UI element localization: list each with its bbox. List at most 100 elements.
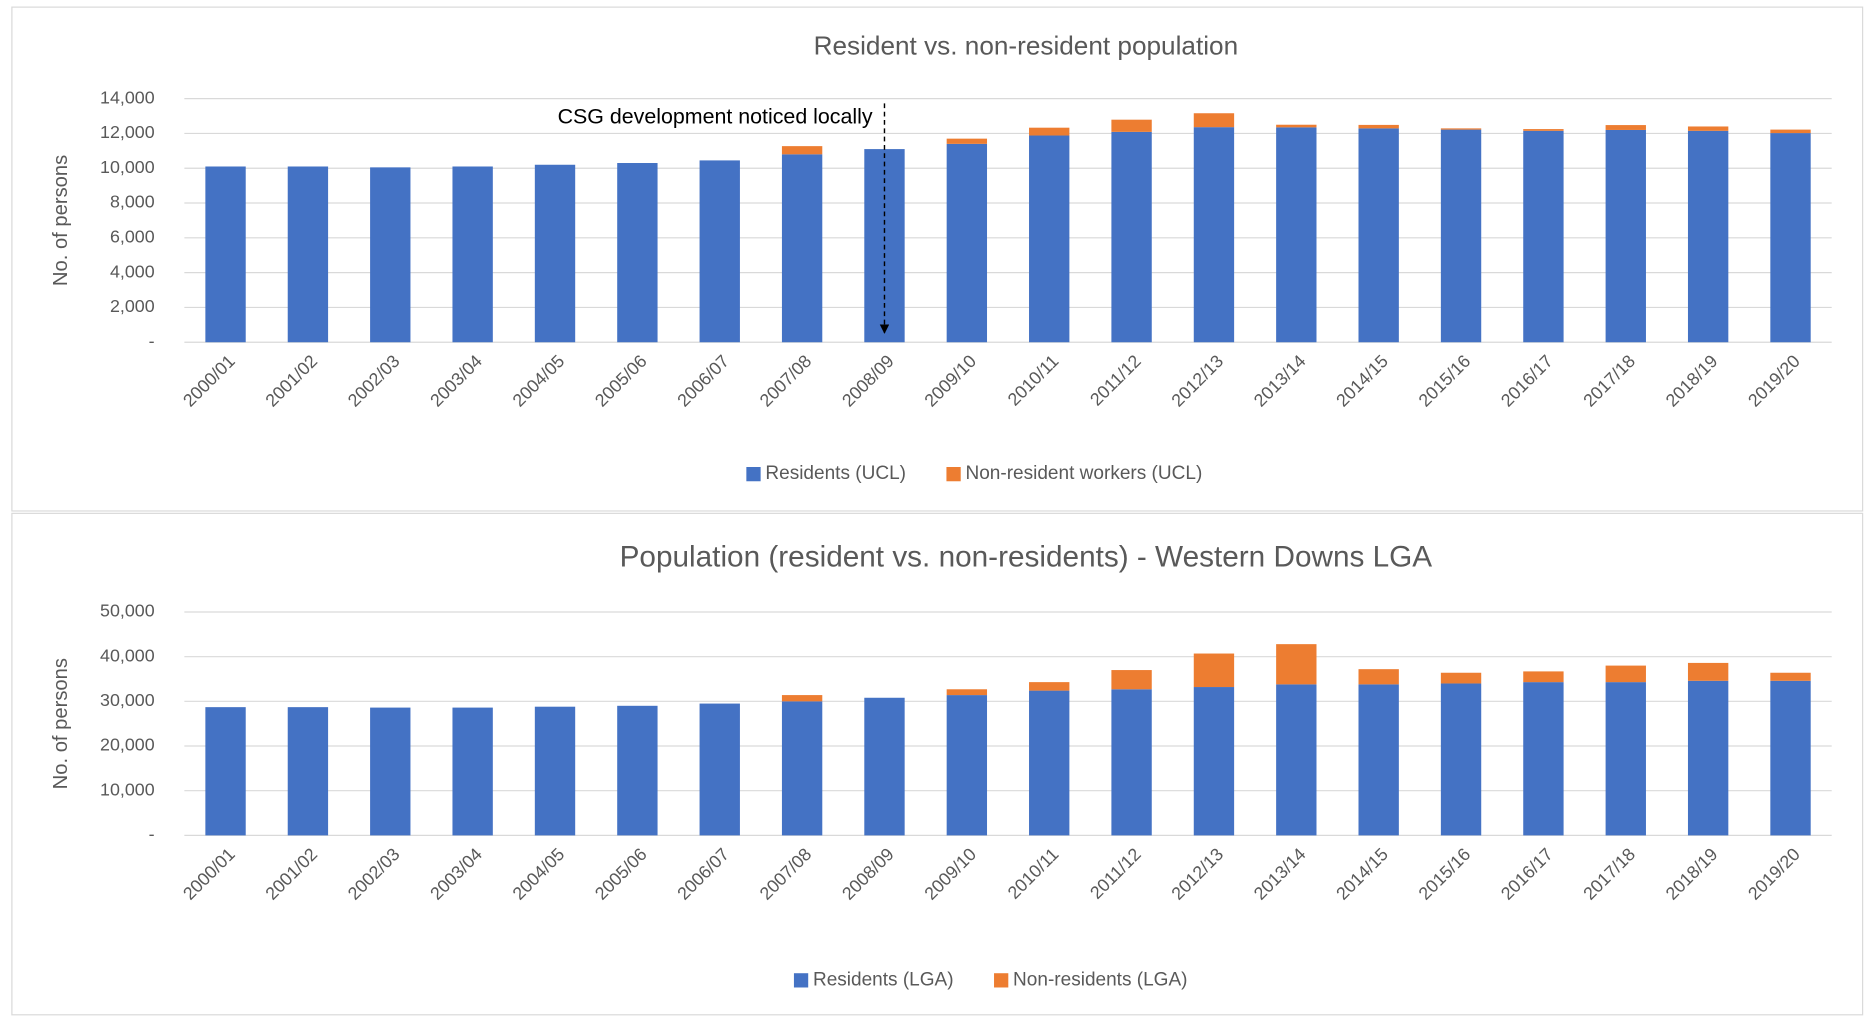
bar-segment	[781, 695, 823, 702]
bar-segment	[452, 166, 493, 343]
legend-label: Non-residents (LGA)	[1013, 969, 1187, 990]
x-tick-label: 2007/08	[756, 844, 816, 904]
y-axis-label: No. of persons	[50, 658, 72, 789]
x-tick-label: 2019/20	[1744, 351, 1804, 411]
x-tick-label: 2010/11	[1004, 844, 1063, 903]
x-tick-label: 2004/05	[509, 844, 569, 904]
bar-segment	[1111, 119, 1152, 132]
bar-segment	[1029, 127, 1070, 136]
bar-segment	[699, 703, 740, 836]
bar-segment	[452, 707, 493, 836]
x-tick-label: 2002/03	[344, 351, 404, 411]
chart-title: Resident vs. non-resident population	[814, 30, 1239, 60]
x-tick-label: 2007/08	[756, 351, 816, 411]
x-tick-label: 2004/05	[509, 351, 569, 411]
x-tick-label: 2018/19	[1662, 351, 1722, 411]
bar-segment	[1111, 670, 1152, 690]
x-tick-label: 2014/15	[1332, 844, 1392, 904]
y-tick-label: 12,000	[100, 122, 155, 142]
bar-segment	[617, 163, 658, 343]
bar-segment	[1193, 127, 1235, 343]
x-tick-label: 2013/14	[1250, 351, 1310, 411]
bar-segment	[1770, 133, 1811, 343]
x-tick-label: 2002/03	[344, 844, 404, 904]
bar-segment	[1276, 127, 1317, 343]
x-tick-label: 2009/10	[920, 351, 980, 411]
x-tick-label: 2010/11	[1004, 351, 1063, 410]
bar-segment	[946, 143, 988, 343]
bar-segment	[1440, 129, 1482, 343]
y-tick-label: 40,000	[100, 645, 155, 665]
bar-segment	[1605, 125, 1646, 130]
x-tick-label: 2001/02	[261, 351, 321, 411]
bar-segment	[370, 167, 411, 343]
bar-segment	[1276, 124, 1317, 128]
x-tick-label: 2005/06	[591, 844, 651, 904]
x-tick-label: 2001/02	[261, 844, 321, 904]
x-tick-label: 2017/18	[1579, 351, 1639, 411]
y-tick-label: -	[149, 331, 155, 351]
x-tick-label: 2015/16	[1415, 844, 1475, 904]
x-tick-label: 2005/06	[591, 351, 651, 411]
x-tick-label: 2008/09	[838, 844, 898, 904]
bar-segment	[1770, 680, 1811, 836]
bar-segment	[1605, 682, 1646, 836]
bar-segment	[1770, 672, 1811, 681]
x-tick-label: 2016/17	[1497, 351, 1557, 411]
bar-segment	[781, 701, 823, 836]
bar-segment	[1111, 131, 1152, 343]
x-tick-label: 2018/19	[1662, 844, 1722, 904]
x-tick-label: 2003/04	[426, 351, 486, 411]
legend-label: Residents (UCL)	[765, 463, 906, 484]
bar-segment	[781, 146, 823, 155]
bar-segment	[1440, 128, 1482, 130]
bar-segment	[287, 707, 329, 836]
y-tick-label: 2,000	[110, 296, 155, 316]
bar-segment	[1029, 690, 1070, 836]
bar-segment	[946, 138, 988, 144]
bar-segment	[1029, 682, 1070, 691]
bar-segment	[1358, 684, 1399, 836]
x-tick-label: 2006/07	[673, 351, 733, 411]
bar-segment	[1440, 683, 1482, 836]
bar-segment	[1523, 130, 1564, 343]
bar-segment	[1523, 129, 1564, 131]
bar-segment	[534, 706, 576, 836]
x-tick-label: 2011/12	[1086, 351, 1145, 410]
annotation: CSG development noticed locally	[558, 104, 873, 128]
x-tick-label: 2006/07	[673, 844, 733, 904]
legend-swatch	[994, 973, 1009, 988]
y-tick-label: 30,000	[100, 690, 155, 710]
y-tick-label: 50,000	[100, 601, 155, 621]
x-tick-label: 2000/01	[179, 351, 239, 411]
bar-segment	[1770, 129, 1811, 134]
bar-segment	[1440, 672, 1482, 684]
bar-segment	[1523, 682, 1564, 836]
y-tick-label: 14,000	[100, 87, 155, 107]
x-tick-label: 2003/04	[426, 844, 486, 904]
bar-segment	[1193, 113, 1235, 128]
x-tick-label: 2019/20	[1744, 844, 1804, 904]
x-tick-label: 2008/09	[838, 351, 898, 411]
x-tick-label: 2016/17	[1497, 844, 1557, 904]
y-tick-label: 6,000	[110, 227, 155, 247]
bar-segment	[1605, 129, 1646, 343]
x-tick-label: 2009/10	[920, 844, 980, 904]
x-tick-label: 2011/12	[1086, 844, 1145, 903]
x-tick-label: 2013/14	[1250, 844, 1310, 904]
bar-segment	[864, 697, 905, 836]
y-tick-label: 10,000	[100, 157, 155, 177]
chart-title: Population (resident vs. non-residents) …	[620, 540, 1433, 573]
bar-segment	[1687, 126, 1729, 131]
legend-swatch	[746, 467, 761, 482]
y-tick-label: 10,000	[100, 779, 155, 799]
x-tick-label: 2012/13	[1167, 351, 1227, 411]
bar-segment	[1193, 687, 1235, 836]
bar-segment	[1111, 689, 1152, 836]
bar-segment	[1358, 128, 1399, 343]
bar-segment	[1193, 653, 1235, 688]
legend-swatch	[793, 973, 809, 988]
bar-segment	[1687, 130, 1729, 343]
